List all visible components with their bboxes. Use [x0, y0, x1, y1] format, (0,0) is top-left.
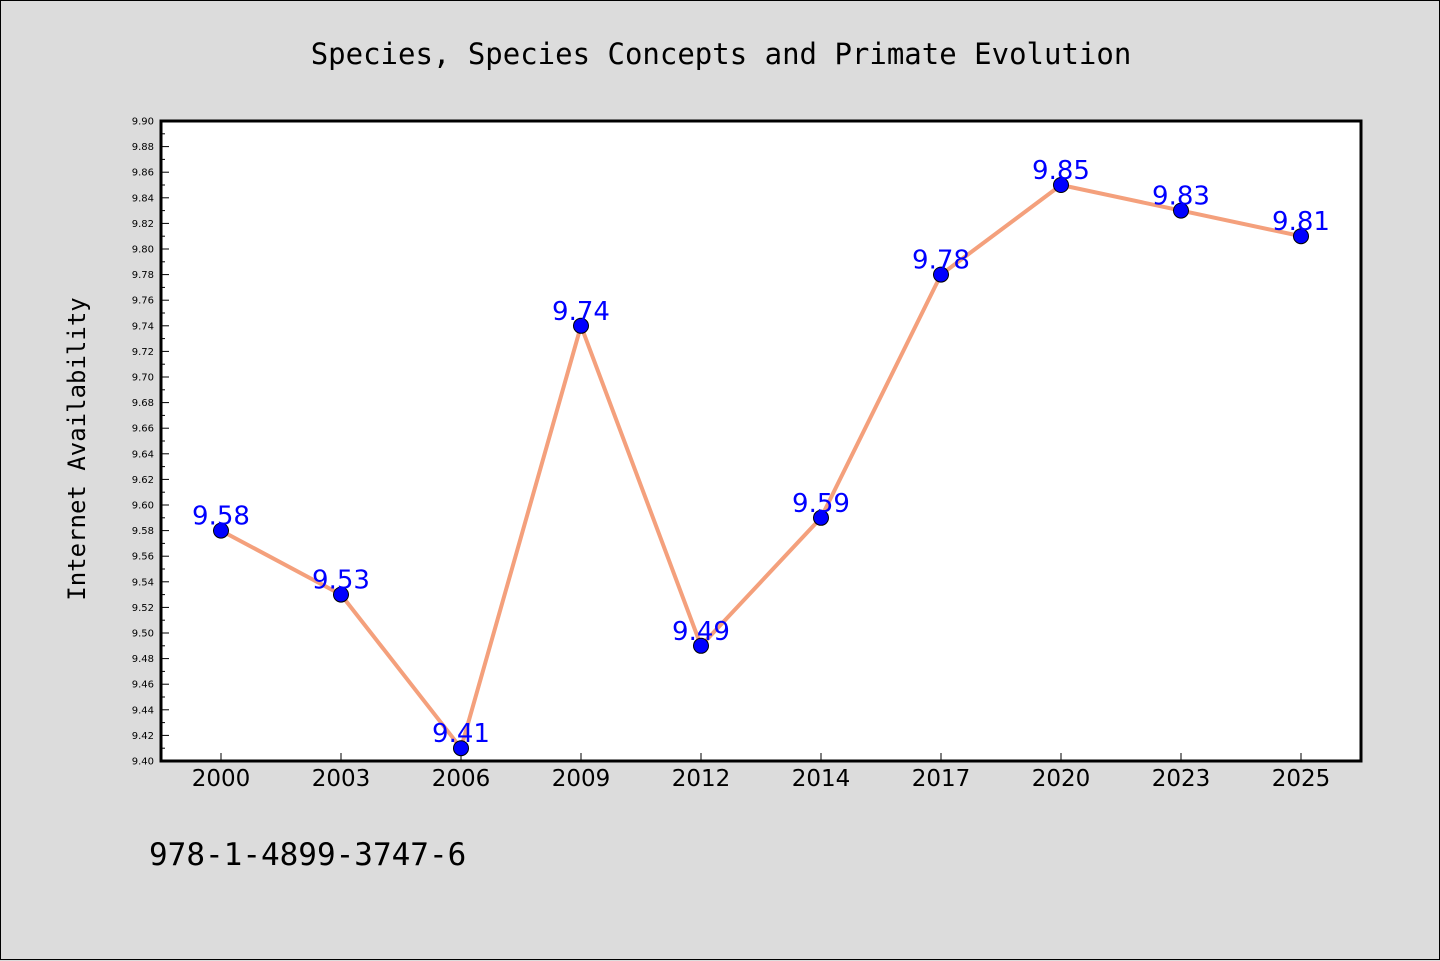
y-tick-label: 9.42 — [132, 731, 154, 742]
data-label: 9.53 — [312, 566, 370, 596]
y-tick-label: 9.78 — [132, 270, 154, 281]
data-point — [813, 509, 829, 526]
data-label: 9.59 — [792, 489, 850, 519]
data-label: 9.83 — [1152, 182, 1210, 212]
y-tick-label: 9.84 — [132, 193, 154, 204]
y-axis: 9.40 9.42 9.44 9.46 9.48 9.50 9.52 9.54 9.56 9.58… — [132, 117, 169, 768]
data-point — [933, 266, 949, 283]
x-tick-label: 2017 — [912, 766, 971, 792]
data-label: 9.78 — [912, 246, 970, 276]
data-point — [1173, 202, 1189, 219]
y-tick-label: 9.54 — [132, 577, 154, 588]
y-tick-label: 9.70 — [132, 373, 154, 384]
data-point — [1053, 177, 1069, 193]
y-tick-label: 9.52 — [132, 603, 154, 614]
x-tick-label: 2025 — [1272, 766, 1331, 792]
x-tick-label: 2023 — [1152, 766, 1211, 792]
data-point — [573, 317, 589, 334]
x-tick-label: 2006 — [432, 766, 491, 792]
data-label: 9.85 — [1032, 156, 1090, 186]
chart-title: Species, Species Concepts and Primate Ev… — [311, 37, 1132, 71]
y-tick-label: 9.58 — [132, 526, 154, 537]
y-tick-label: 9.72 — [132, 347, 154, 358]
y-tick-label: 9.62 — [132, 475, 154, 486]
data-point — [453, 740, 469, 757]
data-label: 9.74 — [552, 297, 610, 327]
x-tick-label: 2003 — [312, 766, 371, 792]
y-tick-label: 9.76 — [132, 296, 154, 307]
y-tick-label: 9.68 — [132, 398, 154, 409]
data-point — [333, 586, 349, 603]
y-tick-label: 9.46 — [132, 680, 154, 691]
y-tick-label: 9.88 — [132, 142, 154, 153]
data-label: 9.41 — [432, 719, 490, 749]
y-tick-label: 9.44 — [132, 705, 154, 716]
y-tick-label: 9.90 — [132, 117, 154, 128]
series-layer: 9.58 9.53 9.41 9.74 9.49 9.59 9.78 9.85 9.83 9.81 — [192, 156, 1330, 757]
isbn-footer-text: 978-1-4899-3747-6 — [149, 837, 466, 873]
data-point — [213, 522, 229, 539]
x-tick-label: 2014 — [792, 766, 851, 792]
data-label: 9.49 — [672, 617, 730, 647]
y-tick-label: 9.64 — [132, 449, 154, 460]
y-tick-label: 9.48 — [132, 654, 154, 665]
y-tick-label: 9.50 — [132, 629, 154, 640]
y-tick-label: 9.86 — [132, 168, 154, 179]
y-tick-label: 9.74 — [132, 321, 154, 332]
y-tick-label: 9.56 — [132, 552, 154, 563]
data-point — [693, 637, 709, 654]
x-axis: 2000 2003 2006 2009 2012 2014 2017 2020 2023 2025 — [192, 753, 1331, 792]
y-tick-label: 9.82 — [132, 219, 154, 230]
y-tick-label: 9.40 — [132, 757, 154, 768]
y-tick-label: 9.60 — [132, 501, 154, 512]
plot-area — [159, 119, 1363, 763]
y-tick-label: 9.66 — [132, 424, 154, 435]
series-line — [220, 183, 1302, 751]
x-tick-label: 2020 — [1032, 766, 1091, 792]
y-axis-label: Internet Availability — [63, 297, 91, 600]
data-label: 9.81 — [1272, 207, 1330, 237]
data-label: 9.58 — [192, 502, 250, 532]
x-tick-label: 2009 — [552, 766, 611, 792]
x-tick-label: 2012 — [672, 766, 731, 792]
x-tick-label: 2000 — [192, 766, 251, 792]
y-tick-label: 9.80 — [132, 245, 154, 256]
data-point — [1293, 228, 1309, 245]
